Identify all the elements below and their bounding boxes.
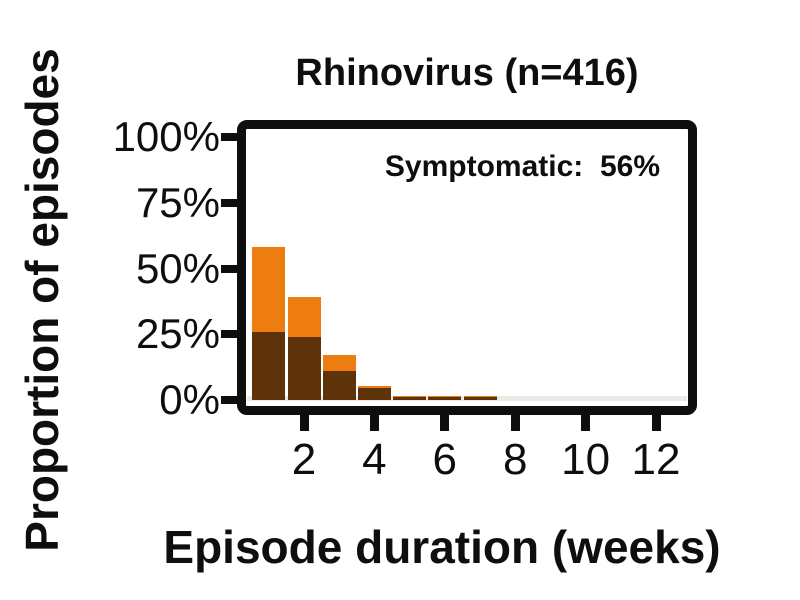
symptomatic-annotation: Symptomatic: 56%	[384, 150, 660, 183]
bar-week-6-asymptomatic	[428, 396, 462, 398]
x-tick-label-4: 4	[362, 435, 387, 484]
bar-week-1-symptomatic	[252, 331, 286, 400]
x-tick-mark-10	[581, 412, 591, 431]
bar-week-4-symptomatic	[357, 388, 391, 400]
bar-week-5-symptomatic	[393, 397, 427, 400]
bar-week-4-asymptomatic	[357, 385, 391, 389]
x-tick-label-8: 8	[502, 435, 528, 484]
x-tick-mark-12	[651, 412, 661, 431]
y-tick-label-75: 75%	[135, 178, 220, 226]
y-tick-mark-25	[221, 330, 238, 339]
bar-week-2-symptomatic	[287, 336, 321, 400]
x-tick-label-10: 10	[561, 435, 611, 484]
bar-week-6-symptomatic	[428, 397, 462, 400]
x-axis-title: Episode duration (weeks)	[163, 521, 721, 573]
bar-week-1-asymptomatic	[252, 247, 286, 332]
y-tick-label-100: 100%	[112, 113, 220, 160]
bar-week-7-symptomatic	[463, 397, 497, 400]
x-tick-mark-6	[440, 412, 450, 431]
y-tick-label-50: 50%	[135, 244, 220, 292]
bar-week-2-asymptomatic	[287, 297, 321, 337]
y-tick-mark-0	[221, 396, 238, 404]
y-tick-mark-75	[221, 198, 238, 207]
bar-week-3-asymptomatic	[322, 355, 356, 372]
x-tick-mark-2	[299, 412, 309, 431]
x-tick-label-2: 2	[291, 435, 317, 484]
bar-week-7-asymptomatic	[463, 396, 497, 398]
bar-week-5-asymptomatic	[393, 396, 427, 398]
y-tick-mark-50	[221, 264, 238, 273]
x-tick-mark-8	[510, 412, 520, 431]
x-tick-label-12: 12	[631, 435, 681, 484]
y-tick-label-0: 0%	[159, 376, 220, 423]
chart-title: Rhinovirus (n=416)	[295, 52, 639, 94]
y-tick-mark-100	[221, 133, 238, 141]
x-tick-mark-4	[369, 412, 379, 431]
bar-week-3-symptomatic	[322, 371, 356, 400]
y-tick-label-25: 25%	[135, 310, 220, 358]
x-tick-label-6: 6	[432, 435, 458, 484]
